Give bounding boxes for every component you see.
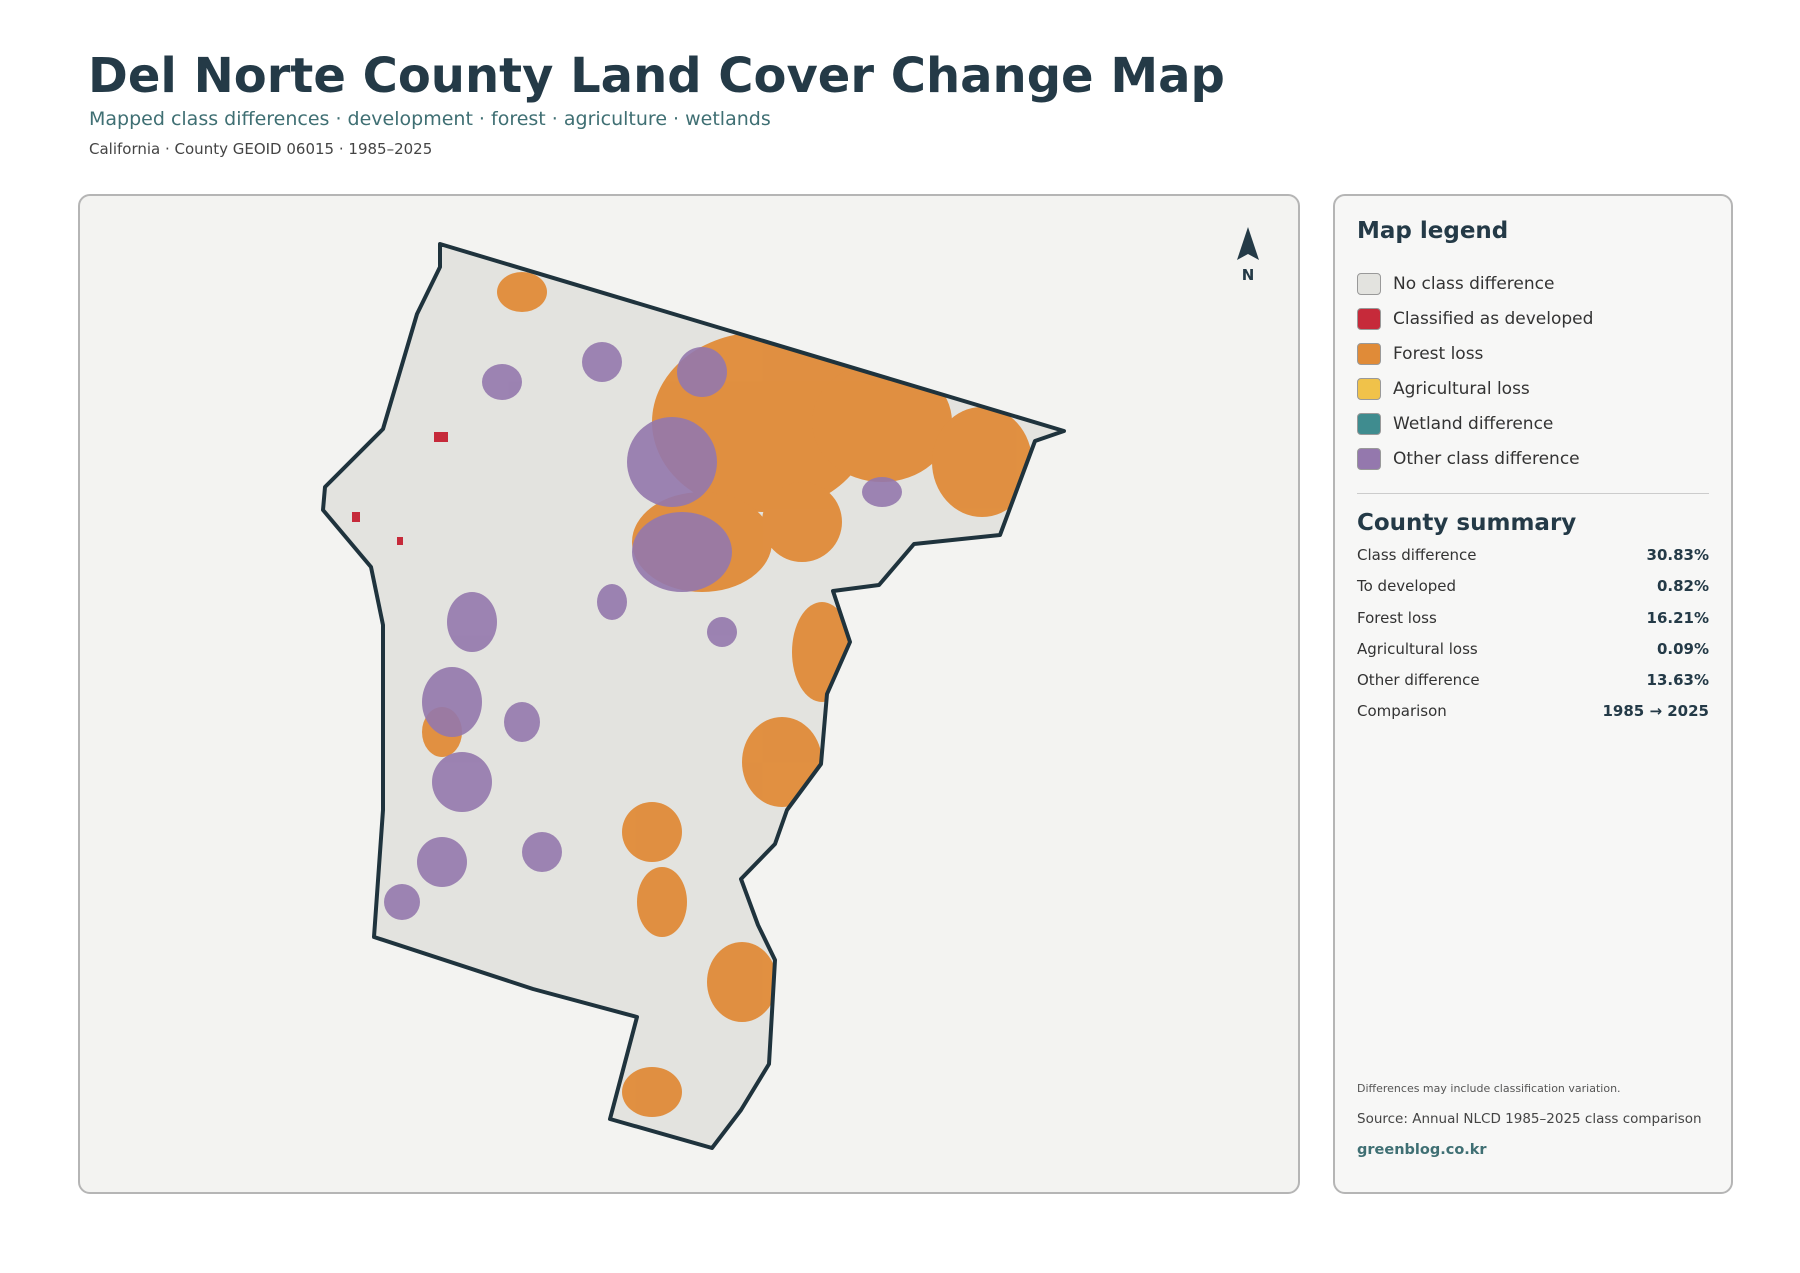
north-label: N: [1242, 266, 1255, 284]
map-panel: N: [78, 194, 1300, 1194]
legend-item: Other class difference: [1357, 441, 1593, 476]
legend-label: Wetland difference: [1393, 413, 1554, 434]
legend-item: Wetland difference: [1357, 406, 1593, 441]
legend-item: No class difference: [1357, 266, 1593, 301]
summary-value: 13.63%: [1646, 671, 1709, 690]
summary-label: Other difference: [1357, 671, 1480, 690]
divider: [1357, 493, 1709, 494]
legend-item: Classified as developed: [1357, 301, 1593, 336]
caption: California · County GEOID 06015 · 1985–2…: [89, 140, 433, 158]
site-link: greenblog.co.kr: [1357, 1142, 1487, 1158]
county-outline: [321, 242, 1066, 1150]
source: Source: Annual NLCD 1985–2025 class comp…: [1357, 1111, 1702, 1127]
summary-row: Agricultural loss 0.09%: [1357, 640, 1709, 671]
legend-label: Other class difference: [1393, 448, 1580, 469]
summary: Class difference 30.83% To developed 0.82% F…: [1357, 546, 1709, 734]
summary-row: To developed 0.82%: [1357, 577, 1709, 608]
legend-title: Map legend: [1357, 218, 1509, 244]
legend-item: Agricultural loss: [1357, 371, 1593, 406]
legend-swatch: [1357, 412, 1381, 435]
legend-swatch: [1357, 272, 1381, 295]
footnote: Differences may include classification v…: [1357, 1082, 1621, 1095]
map: N: [321, 227, 1259, 1150]
north-arrow: [1237, 227, 1259, 260]
subtitle: Mapped class differences · development ·…: [89, 108, 771, 130]
legend-item: Forest loss: [1357, 336, 1593, 371]
summary-label: To developed: [1357, 577, 1457, 596]
legend-label: Forest loss: [1393, 343, 1484, 364]
side-panel: Map legend No class difference Classified…: [1333, 194, 1733, 1194]
legend-label: No class difference: [1393, 273, 1555, 294]
summary-label: Comparison: [1357, 702, 1447, 721]
summary-value: 0.09%: [1656, 639, 1709, 658]
legend-swatch: [1357, 377, 1381, 400]
summary-label: Class difference: [1357, 546, 1477, 564]
summary-row: Comparison 1985 → 2025: [1357, 702, 1709, 733]
summary-value: 0.82%: [1656, 577, 1709, 596]
summary-row: Class difference 30.83%: [1357, 546, 1709, 577]
summary-value: 16.21%: [1646, 608, 1709, 627]
legend-label: Classified as developed: [1393, 308, 1594, 329]
summary-label: Agricultural loss: [1357, 639, 1478, 658]
legend-swatch: [1357, 342, 1381, 365]
summary-row: Other difference 13.63%: [1357, 671, 1709, 702]
summary-row: Forest loss 16.21%: [1357, 609, 1709, 640]
title: Del Norte County Land Cover Change Map: [88, 48, 1225, 104]
legend-swatch: [1357, 307, 1381, 330]
legend-label: Agricultural loss: [1393, 378, 1530, 399]
legend-swatch: [1357, 447, 1381, 470]
summary-value: 30.83%: [1646, 546, 1709, 564]
legend: No class difference Classified as develop…: [1357, 266, 1593, 476]
summary-label: Forest loss: [1357, 608, 1437, 627]
summary-value: 1985 → 2025: [1602, 702, 1709, 721]
summary-title: County summary: [1357, 510, 1577, 536]
county-fill: [323, 244, 1064, 1148]
